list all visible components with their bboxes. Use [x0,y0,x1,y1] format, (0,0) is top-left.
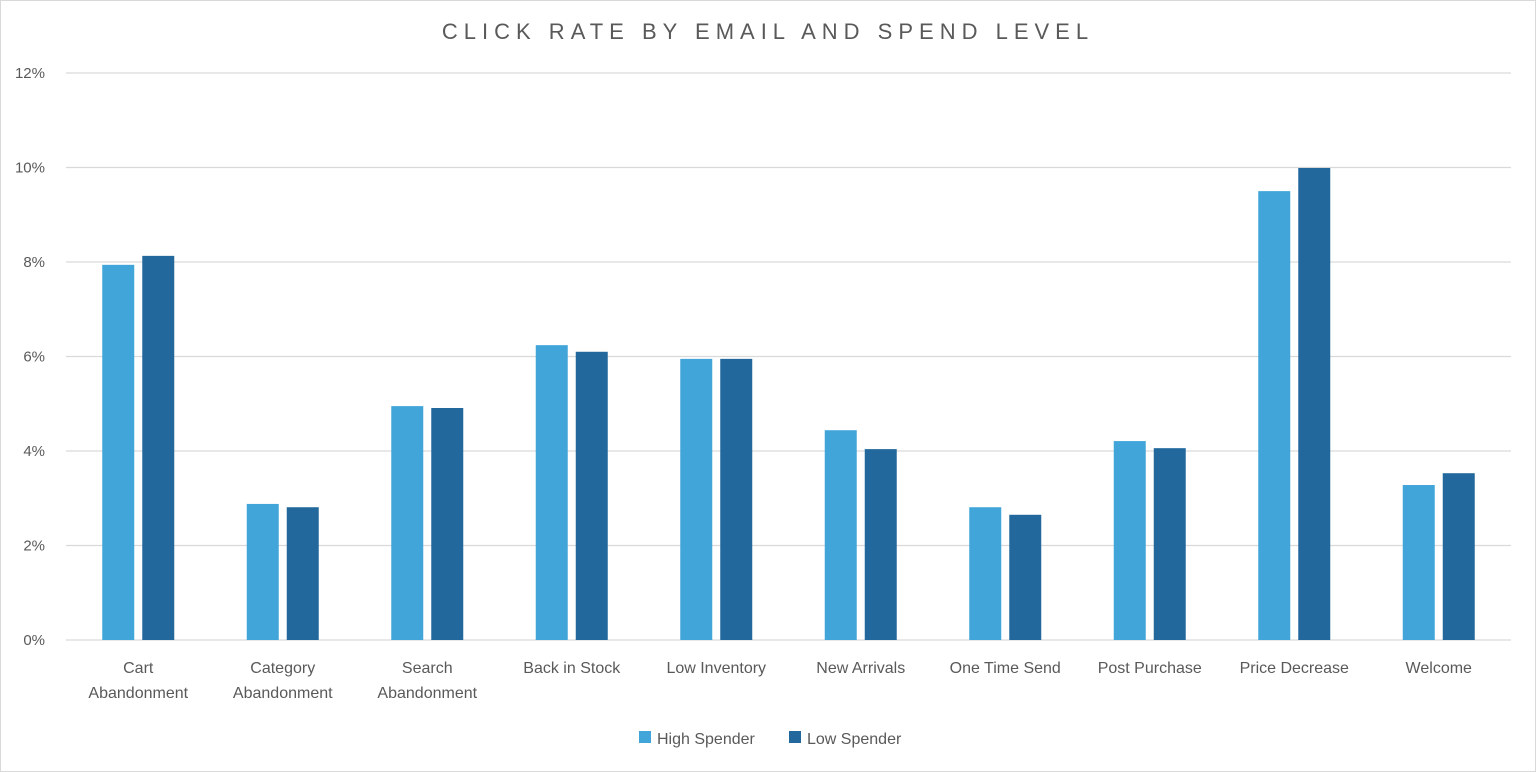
x-tick-label: Post Purchase [1098,660,1202,677]
x-tick-label: Category [250,660,315,677]
bar-high-spender [535,345,568,640]
x-tick-label: Cart [123,660,154,677]
x-tick-label: Abandonment [88,685,188,702]
legend-swatch [789,731,801,743]
bar-low-spender [575,351,608,640]
legend-label: Low Spender [807,731,902,748]
bar-low-spender [864,449,897,640]
bar-low-spender [1442,473,1475,640]
bar-low-spender [431,408,464,640]
bar-high-spender [1402,485,1435,640]
x-tick-label: Price Decrease [1240,660,1349,677]
bar-high-spender [1258,191,1291,640]
bar-high-spender [246,503,279,640]
y-tick-label: 8% [23,254,45,271]
x-tick-label: Back in Stock [523,660,621,677]
bar-high-spender [969,507,1002,640]
x-tick-label: New Arrivals [816,660,905,677]
bar-low-spender [1298,167,1331,640]
bar-high-spender [824,430,857,640]
x-tick-label: Search [402,660,453,677]
y-tick-label: 2% [23,538,45,555]
bar-high-spender [102,264,135,640]
legend-label: High Spender [657,731,756,748]
x-tick-label: One Time Send [950,660,1061,677]
bar-low-spender [1009,514,1042,640]
legend-swatch [639,731,651,743]
x-tick-label: Low Inventory [666,660,766,677]
bar-low-spender [142,255,175,641]
x-tick-label: Abandonment [377,685,477,702]
y-tick-label: 12% [15,65,45,82]
bar-low-spender [1153,448,1186,640]
bar-high-spender [391,406,424,640]
bar-low-spender [720,358,753,640]
y-tick-label: 10% [15,160,45,177]
y-tick-label: 6% [23,349,45,366]
bar-high-spender [1113,441,1146,640]
x-tick-label: Welcome [1406,660,1472,677]
x-tick-label: Abandonment [233,685,333,702]
y-tick-label: 4% [23,443,45,460]
y-tick-label: 0% [23,632,45,649]
chart-title: CLICK RATE BY EMAIL AND SPEND LEVEL [442,19,1094,44]
bar-high-spender [680,358,713,640]
bar-low-spender [286,507,319,640]
